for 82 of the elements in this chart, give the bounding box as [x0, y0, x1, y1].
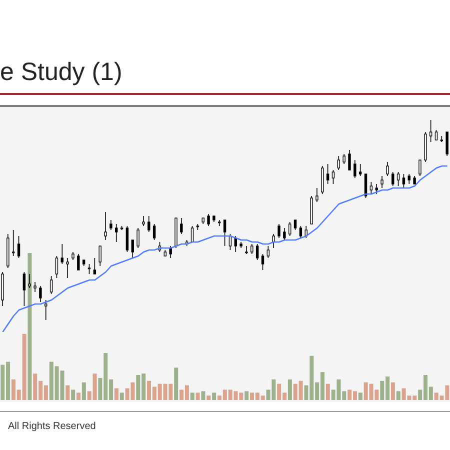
candlestick — [169, 246, 172, 258]
candlestick — [142, 216, 145, 226]
candlestick — [429, 120, 432, 142]
chart-title: e Study (1) — [0, 58, 122, 87]
candlestick — [266, 246, 270, 258]
candlestick — [148, 216, 150, 232]
candlestick — [152, 224, 156, 240]
candlestick — [316, 188, 318, 202]
candlestick — [396, 172, 400, 186]
bar — [190, 392, 194, 400]
bar — [71, 390, 76, 400]
candlestick — [136, 228, 140, 248]
bar — [120, 392, 124, 400]
candlestick — [408, 174, 410, 184]
bar — [76, 392, 81, 400]
candlestick — [223, 220, 226, 246]
bar — [66, 385, 70, 400]
candlestick — [375, 184, 378, 194]
candlestick — [180, 218, 183, 234]
candlestick — [434, 130, 438, 140]
candlestick — [39, 286, 42, 302]
candlestick — [326, 164, 330, 184]
candlestick — [288, 222, 292, 236]
bar — [201, 391, 206, 400]
candlestick — [50, 276, 53, 294]
candlestick — [218, 220, 221, 226]
bar — [288, 379, 292, 400]
bar — [174, 368, 178, 400]
bar — [196, 392, 200, 400]
candlestick — [299, 226, 302, 238]
candlestick — [12, 230, 15, 256]
bar — [82, 382, 86, 400]
candlestick — [278, 224, 280, 238]
candlestick — [380, 176, 384, 188]
candlestick — [17, 236, 20, 258]
bar — [114, 388, 118, 400]
candlestick — [88, 264, 91, 274]
candlestick — [93, 258, 96, 274]
candlestick — [66, 258, 69, 278]
candlestick — [261, 254, 264, 270]
candlestick — [272, 234, 275, 248]
candlestick — [446, 132, 448, 156]
candlestick — [207, 214, 210, 226]
bar — [206, 396, 211, 400]
candlestick — [358, 164, 362, 176]
bar — [212, 392, 216, 400]
candlestick — [392, 172, 394, 186]
bar — [244, 391, 249, 400]
candlestick — [332, 170, 335, 184]
candlestick — [131, 240, 134, 258]
candlestick — [250, 244, 254, 254]
text: All Rights Reserved — [8, 421, 96, 432]
candlestick — [44, 300, 48, 320]
candlestick — [126, 226, 129, 252]
bar — [390, 382, 395, 400]
candlestick — [342, 154, 346, 164]
candlestick — [28, 274, 31, 288]
candlestick — [110, 220, 112, 230]
bar — [358, 392, 362, 400]
candlestick — [370, 182, 373, 194]
candlestick — [418, 160, 422, 176]
candlestick — [34, 282, 36, 292]
candlestick — [22, 272, 26, 306]
candlestick — [337, 156, 340, 170]
candlestick — [256, 244, 259, 260]
candlestick — [283, 228, 286, 240]
candlestick — [354, 160, 356, 178]
candlestick — [98, 246, 102, 266]
candlestick — [294, 220, 297, 230]
candlestick — [321, 166, 324, 194]
candlestick — [104, 212, 107, 240]
candlestick — [77, 254, 80, 270]
bar — [28, 253, 32, 400]
bar — [326, 384, 330, 400]
candlestick — [60, 244, 64, 264]
candlestick — [348, 150, 351, 170]
candlestick — [115, 224, 118, 242]
bar — [396, 391, 400, 400]
candlestick — [245, 246, 248, 254]
candlestick — [386, 162, 389, 176]
candlestick — [402, 174, 406, 188]
candlestick — [55, 256, 58, 278]
